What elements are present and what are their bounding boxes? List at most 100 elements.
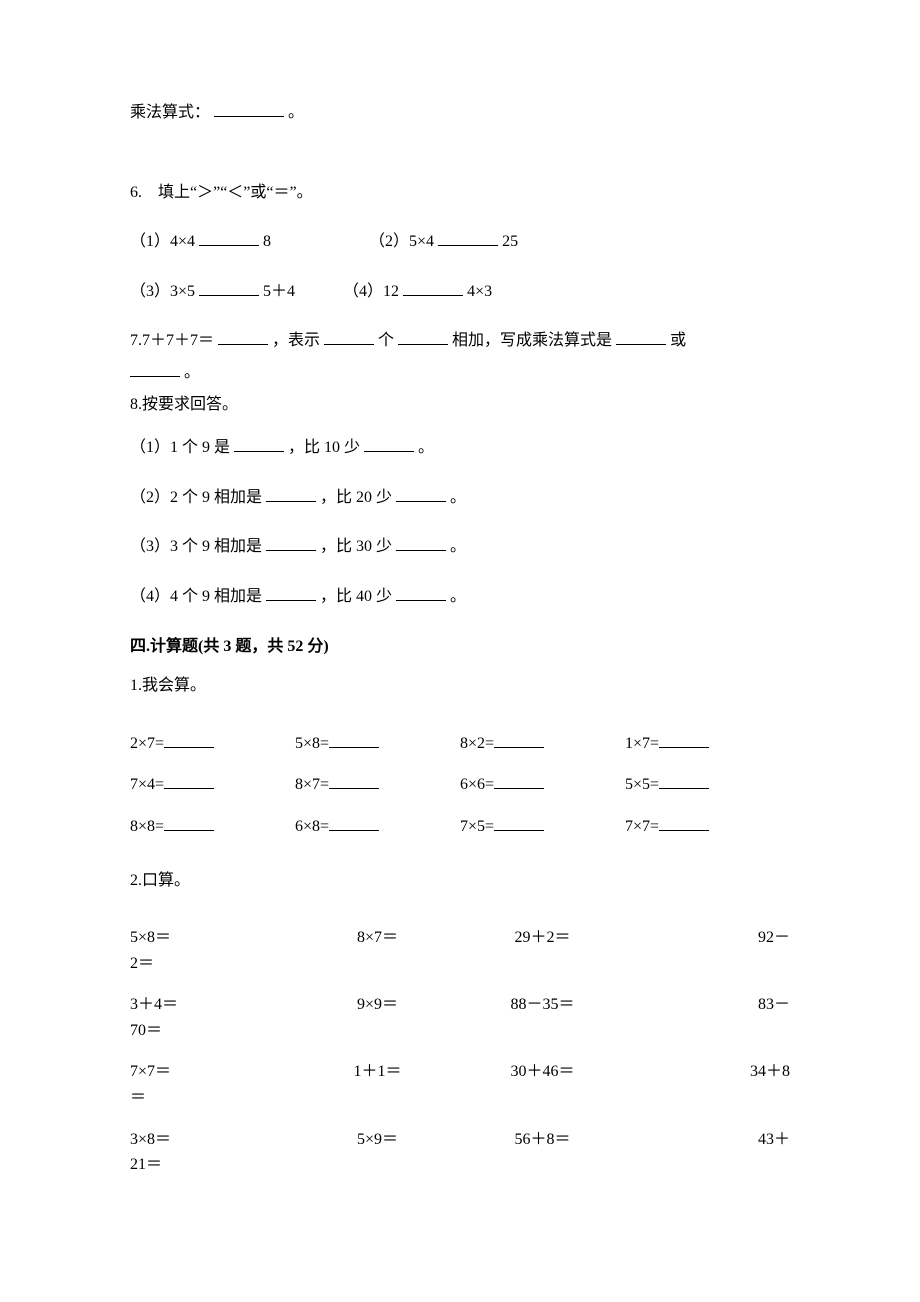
table-row: 5×8＝2＝ 8×7＝ 29＋2＝ 92－ bbox=[130, 917, 790, 984]
expr: 8×7= bbox=[295, 776, 329, 793]
q6-1-right: 8 bbox=[263, 233, 271, 250]
s4-q1-table: 2×7= 5×8= 8×2= 1×7= 7×4= 8×7= 6×6= 5×5= … bbox=[130, 723, 790, 848]
text: 。 bbox=[450, 489, 466, 506]
blank[interactable] bbox=[164, 731, 214, 748]
expr: 7×5= bbox=[460, 818, 494, 835]
q8-item-4: （4）4 个 9 相加是 ，比 40 少 。 bbox=[130, 584, 790, 610]
blank[interactable] bbox=[266, 485, 316, 502]
text: （3）3 个 9 相加是 bbox=[130, 538, 262, 555]
expr: 7×7＝ bbox=[130, 1063, 171, 1080]
expr: 2×7= bbox=[130, 735, 164, 752]
expr: 9×9＝ bbox=[357, 996, 398, 1013]
expr: 3＋4＝ bbox=[130, 996, 178, 1013]
multiplication-expression-line: 乘法算式： 。 bbox=[130, 100, 790, 126]
s4-q2-title: 2.口算。 bbox=[130, 868, 790, 894]
table-row: 8×8= 6×8= 7×5= 7×7= bbox=[130, 806, 790, 848]
q8-item-3: （3）3 个 9 相加是 ，比 30 少 。 bbox=[130, 534, 790, 560]
blank[interactable] bbox=[438, 229, 498, 246]
s4-q1-title: 1.我会算。 bbox=[130, 673, 790, 699]
blank[interactable] bbox=[396, 485, 446, 502]
expr: 3×8＝ bbox=[130, 1131, 171, 1148]
table-row: 3＋4＝70＝ 9×9＝ 88－35＝ 83－ bbox=[130, 984, 790, 1051]
q8-item-2: （2）2 个 9 相加是 ，比 20 少 。 bbox=[130, 485, 790, 511]
blank[interactable] bbox=[396, 584, 446, 601]
blank[interactable] bbox=[329, 814, 379, 831]
expr: 83－ bbox=[758, 996, 790, 1013]
text: ，比 30 少 bbox=[320, 538, 392, 555]
table-row: 7×7＝＝ 1＋1＝ 30＋46＝ 34＋8 bbox=[130, 1051, 790, 1118]
expr: 1＋1＝ bbox=[353, 1063, 401, 1080]
blank[interactable] bbox=[266, 534, 316, 551]
expr: 5×8＝ bbox=[130, 929, 171, 946]
blank[interactable] bbox=[214, 100, 284, 117]
blank[interactable] bbox=[494, 772, 544, 789]
blank[interactable] bbox=[659, 772, 709, 789]
q7-m2: 个 bbox=[378, 332, 394, 349]
blank[interactable] bbox=[199, 229, 259, 246]
expr: ＝ bbox=[130, 1089, 146, 1106]
blank[interactable] bbox=[398, 328, 448, 345]
q6-row2: （3）3×5 5＋4 （4）12 4×3 bbox=[130, 279, 790, 305]
expr: 8×7＝ bbox=[357, 929, 398, 946]
q8-item-1: （1）1 个 9 是 ，比 10 少 。 bbox=[130, 435, 790, 461]
q6-1-left: （1）4×4 bbox=[130, 233, 195, 250]
blank[interactable] bbox=[364, 435, 414, 452]
expr: 70＝ bbox=[130, 1022, 162, 1039]
text: ，比 20 少 bbox=[320, 489, 392, 506]
expr: 5×8= bbox=[295, 735, 329, 752]
blank[interactable] bbox=[234, 435, 284, 452]
expr: 8×2= bbox=[460, 735, 494, 752]
expr: 29＋2＝ bbox=[514, 929, 570, 946]
blank[interactable] bbox=[130, 360, 180, 377]
section4-title: 四.计算题(共 3 题，共 52 分) bbox=[130, 634, 790, 660]
worksheet-page: 乘法算式： 。 6. 填上“＞”“＜”或“＝”。 （1）4×4 8 （2）5×4… bbox=[0, 0, 920, 1266]
blank[interactable] bbox=[266, 584, 316, 601]
expr: 5×5= bbox=[625, 776, 659, 793]
blank[interactable] bbox=[164, 814, 214, 831]
text: （2）2 个 9 相加是 bbox=[130, 489, 262, 506]
expr: 2＝ bbox=[130, 955, 154, 972]
q7-prefix: 7.7＋7＋7＝ bbox=[130, 332, 214, 349]
s4-q2-table: 5×8＝2＝ 8×7＝ 29＋2＝ 92－ 3＋4＝70＝ 9×9＝ 88－35… bbox=[130, 917, 790, 1186]
blank[interactable] bbox=[218, 328, 268, 345]
q7-m4: 或 bbox=[670, 332, 686, 349]
q7-end: 。 bbox=[184, 364, 200, 381]
text: ，比 10 少 bbox=[288, 439, 360, 456]
q8-title: 8.按要求回答。 bbox=[130, 392, 790, 418]
expr: 43＋ bbox=[758, 1131, 790, 1148]
blank[interactable] bbox=[494, 731, 544, 748]
text: 。 bbox=[450, 588, 466, 605]
expr: 6×8= bbox=[295, 818, 329, 835]
blank[interactable] bbox=[329, 731, 379, 748]
blank[interactable] bbox=[403, 279, 463, 296]
expr: 6×6= bbox=[460, 776, 494, 793]
q7-m1: ，表示 bbox=[272, 332, 320, 349]
q6-4-left: （4）12 bbox=[343, 283, 399, 300]
table-row: 7×4= 8×7= 6×6= 5×5= bbox=[130, 764, 790, 806]
q6-3-left: （3）3×5 bbox=[130, 283, 195, 300]
text: 。 bbox=[450, 538, 466, 555]
q7-line2: 。 bbox=[130, 360, 790, 386]
expr: 8×8= bbox=[130, 818, 164, 835]
label: 乘法算式： bbox=[130, 104, 210, 121]
expr: 7×4= bbox=[130, 776, 164, 793]
blank[interactable] bbox=[494, 814, 544, 831]
q6-3-right: 5＋4 bbox=[263, 283, 295, 300]
q7-line1: 7.7＋7＋7＝ ，表示 个 相加，写成乘法算式是 或 bbox=[130, 328, 790, 354]
blank[interactable] bbox=[616, 328, 666, 345]
expr: 7×7= bbox=[625, 818, 659, 835]
blank[interactable] bbox=[324, 328, 374, 345]
table-row: 2×7= 5×8= 8×2= 1×7= bbox=[130, 723, 790, 765]
q7-m3: 相加，写成乘法算式是 bbox=[452, 332, 612, 349]
blank[interactable] bbox=[199, 279, 259, 296]
table-row: 3×8＝21＝ 5×9＝ 56＋8＝ 43＋ bbox=[130, 1119, 790, 1186]
text: 。 bbox=[418, 439, 434, 456]
blank[interactable] bbox=[659, 814, 709, 831]
blank[interactable] bbox=[329, 772, 379, 789]
period: 。 bbox=[288, 104, 304, 121]
blank[interactable] bbox=[396, 534, 446, 551]
expr: 21＝ bbox=[130, 1156, 162, 1173]
blank[interactable] bbox=[164, 772, 214, 789]
q6-row1: （1）4×4 8 （2）5×4 25 bbox=[130, 229, 790, 255]
blank[interactable] bbox=[659, 731, 709, 748]
